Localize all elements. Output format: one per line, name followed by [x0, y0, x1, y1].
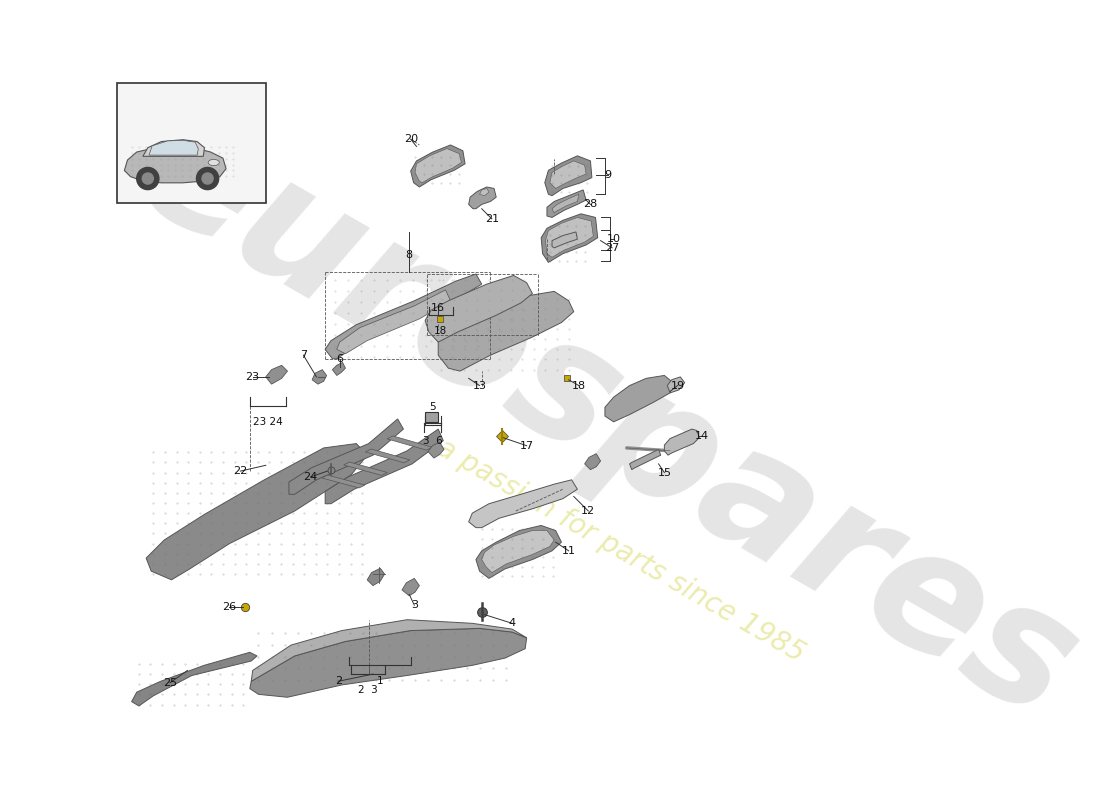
Text: 15: 15 — [658, 467, 671, 478]
Text: 18: 18 — [572, 381, 586, 390]
Text: 20: 20 — [404, 134, 418, 144]
Polygon shape — [289, 419, 404, 494]
Text: 19: 19 — [670, 381, 684, 390]
Polygon shape — [469, 187, 496, 209]
Text: 16: 16 — [431, 303, 446, 313]
Text: 24: 24 — [304, 472, 318, 482]
Text: 5: 5 — [429, 402, 436, 412]
Polygon shape — [629, 450, 661, 470]
Polygon shape — [387, 436, 432, 450]
Text: 23 24: 23 24 — [253, 417, 283, 427]
Text: 11: 11 — [562, 546, 575, 556]
Ellipse shape — [208, 159, 219, 166]
Text: 22: 22 — [233, 466, 248, 476]
Polygon shape — [552, 194, 579, 213]
Polygon shape — [415, 149, 461, 182]
Polygon shape — [668, 377, 684, 393]
Polygon shape — [438, 291, 574, 371]
Text: 4: 4 — [508, 618, 516, 628]
Text: 28: 28 — [583, 199, 597, 210]
Text: 18: 18 — [434, 326, 448, 336]
Polygon shape — [541, 214, 597, 262]
Text: 3  6: 3 6 — [424, 436, 443, 446]
Text: 2  3: 2 3 — [359, 685, 378, 695]
Polygon shape — [367, 568, 385, 586]
Text: 7: 7 — [300, 350, 307, 360]
Circle shape — [142, 173, 153, 184]
Polygon shape — [426, 275, 532, 342]
Polygon shape — [605, 375, 673, 422]
Polygon shape — [547, 190, 586, 218]
Polygon shape — [552, 232, 578, 248]
Text: 21: 21 — [485, 214, 499, 224]
Polygon shape — [365, 449, 410, 462]
Circle shape — [197, 167, 219, 190]
Text: 23: 23 — [245, 372, 260, 382]
Polygon shape — [326, 429, 443, 504]
Polygon shape — [664, 429, 700, 455]
Text: 10: 10 — [606, 234, 620, 244]
Polygon shape — [326, 274, 482, 358]
Polygon shape — [266, 366, 287, 384]
Text: a passion for parts since 1985: a passion for parts since 1985 — [432, 434, 810, 668]
Circle shape — [202, 173, 213, 184]
Polygon shape — [550, 161, 586, 189]
Polygon shape — [469, 480, 578, 528]
Polygon shape — [544, 156, 592, 196]
Bar — [117, 83, 266, 203]
Text: 25: 25 — [163, 678, 177, 688]
Polygon shape — [148, 140, 198, 155]
Text: 13: 13 — [473, 381, 486, 390]
Polygon shape — [476, 526, 561, 578]
Text: 6: 6 — [337, 354, 343, 364]
Text: 8: 8 — [406, 250, 412, 260]
Text: 12: 12 — [581, 506, 595, 516]
Text: 9: 9 — [604, 170, 612, 181]
Text: 1: 1 — [376, 676, 383, 686]
Polygon shape — [480, 189, 490, 196]
Polygon shape — [343, 462, 387, 475]
Polygon shape — [146, 443, 367, 580]
Polygon shape — [584, 454, 601, 470]
Polygon shape — [402, 578, 419, 596]
Text: 26: 26 — [222, 602, 236, 612]
Text: 14: 14 — [695, 431, 710, 442]
Text: 3: 3 — [410, 600, 418, 610]
Circle shape — [136, 167, 158, 190]
Polygon shape — [312, 370, 327, 384]
Bar — [426, 413, 438, 422]
Polygon shape — [410, 145, 465, 187]
Text: 2: 2 — [334, 676, 342, 686]
Polygon shape — [143, 140, 205, 156]
Polygon shape — [322, 475, 365, 488]
Polygon shape — [546, 218, 593, 258]
Text: 27: 27 — [605, 243, 619, 253]
Polygon shape — [428, 442, 444, 458]
Text: eurospares: eurospares — [110, 86, 1100, 754]
Polygon shape — [332, 362, 345, 375]
Polygon shape — [337, 290, 451, 354]
Polygon shape — [132, 652, 257, 706]
Polygon shape — [251, 620, 527, 682]
Polygon shape — [124, 148, 226, 183]
Polygon shape — [250, 628, 527, 698]
Polygon shape — [482, 530, 554, 573]
Text: 17: 17 — [519, 441, 534, 450]
